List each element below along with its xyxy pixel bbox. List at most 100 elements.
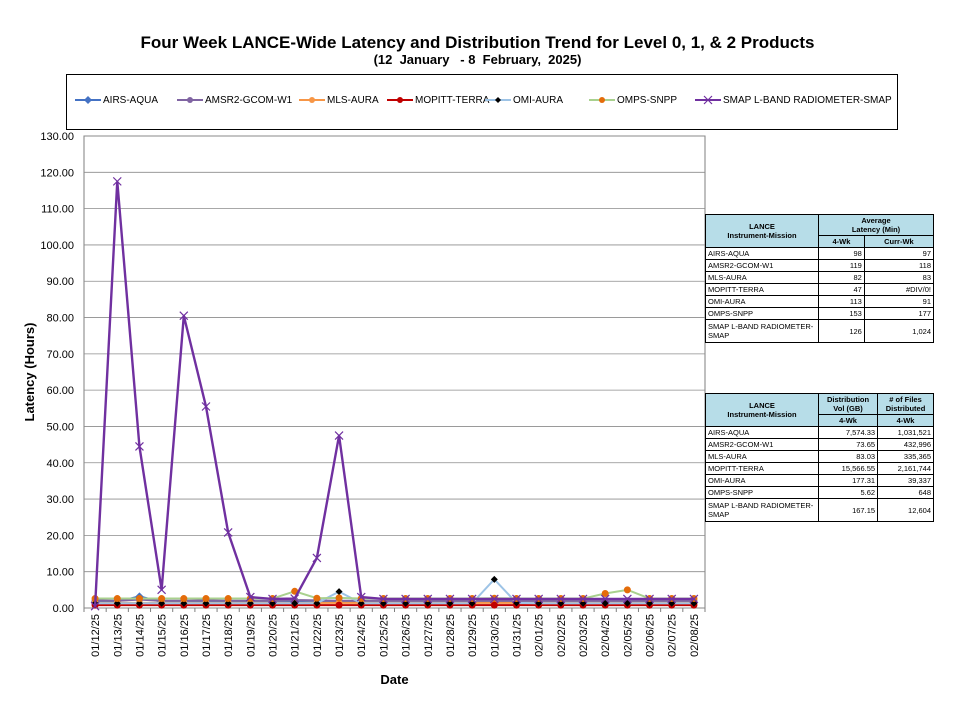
x-tick-label: 02/03/25: [578, 614, 590, 657]
table-cell: 83: [863, 271, 935, 284]
x-axis-title: Date: [380, 672, 408, 687]
x-tick-label: 02/08/25: [689, 614, 701, 657]
table-row: OMPS-SNPP 5.62 648: [705, 486, 934, 499]
series-smap-l-band-radiometer-smap: [90, 176, 699, 611]
point: [335, 601, 343, 609]
legend-swatch: [695, 95, 721, 105]
table-cell: 15,566.55: [817, 462, 879, 475]
table-cell: 648: [877, 486, 934, 499]
legend-item: AMSR2-GCOM-W1: [177, 95, 292, 106]
x-tick-label: 01/23/25: [334, 614, 346, 657]
point: [245, 592, 255, 602]
table-header: 4-Wk: [877, 414, 934, 427]
legend-swatch: [589, 97, 615, 104]
point: [335, 594, 343, 602]
table-cell: 12,604: [877, 498, 934, 522]
table-row: MOPITT-TERRA 15,566.55 2,161,744: [705, 462, 934, 475]
table-cell: 432,996: [877, 438, 934, 451]
point: [689, 594, 699, 604]
point: [290, 594, 300, 603]
instrument-name: OMI-AURA: [705, 474, 819, 487]
x-tick-label: 01/16/25: [179, 614, 191, 657]
x-tick-label: 01/27/25: [423, 614, 435, 657]
table-row: AMSR2-GCOM-W1 119 118: [705, 259, 935, 272]
x-tick-label: 01/22/25: [312, 614, 324, 657]
point: [401, 594, 411, 604]
x-tick-label: 01/26/25: [401, 614, 413, 657]
x-tick-label: 02/06/25: [645, 614, 657, 657]
table-row: MLS-AURA 83.03 335,365: [705, 450, 934, 463]
point: [90, 601, 100, 611]
table-header: # of Files Distributed: [877, 393, 934, 415]
y-tick-label: 10.00: [46, 567, 74, 579]
point: [378, 594, 388, 604]
y-tick-label: 80.00: [46, 313, 74, 325]
legend-item: SMAP L-BAND RADIOMETER-SMAP: [695, 95, 892, 106]
table-row: 4-Wk 4-Wk: [706, 414, 934, 427]
table-cell: 1,024: [863, 319, 935, 343]
series-line: [95, 577, 694, 605]
point: [601, 589, 609, 597]
point: [223, 528, 233, 537]
y-tick-label: 20.00: [46, 530, 74, 542]
x-tick-label: 01/12/25: [90, 614, 102, 657]
point: [467, 594, 477, 604]
legend-item: AIRS-AQUA: [75, 95, 158, 106]
y-tick-label: 0.00: [53, 603, 74, 615]
instrument-name: AIRS-AQUA: [705, 426, 819, 439]
chart-subtitle: (12 January - 8 February, 2025): [373, 52, 582, 67]
point: [180, 595, 188, 603]
x-tick-label: 01/17/25: [201, 614, 213, 657]
table-cell: 118: [863, 259, 935, 272]
y-tick-label: 110.00: [41, 204, 74, 216]
point: [224, 595, 232, 603]
table-header: Distribution Vol (GB): [817, 393, 879, 415]
point: [645, 594, 654, 604]
table-row: MLS-AURA 82 83: [705, 271, 935, 284]
x-tick-label: 01/18/25: [223, 614, 235, 657]
table-cell: #DIV/0!: [863, 283, 935, 296]
chart-title: Four Week LANCE-Wide Latency and Distrib…: [140, 33, 815, 52]
table-cell: 2,161,744: [877, 462, 934, 475]
instrument-name: AIRS-AQUA: [705, 247, 819, 260]
instrument-name: SMAP L-BAND RADIOMETER-SMAP: [705, 319, 819, 343]
legend-swatch: [485, 97, 511, 104]
point: [113, 595, 121, 603]
series-line: [95, 598, 694, 602]
distribution-table: LANCE Instrument-Mission Distribution Vol…: [705, 393, 934, 522]
legend-label: MOPITT-TERRA: [415, 95, 490, 106]
point: [268, 594, 277, 604]
x-tick-label: 01/13/25: [112, 614, 124, 657]
table-cell: 167.15: [817, 498, 879, 522]
x-tick-label: 01/29/25: [467, 614, 479, 657]
x-tick-label: 01/28/25: [445, 614, 457, 657]
x-tick-label: 02/01/25: [534, 614, 546, 657]
y-tick-label: 90.00: [46, 276, 74, 288]
x-tick-label: 02/02/25: [556, 614, 568, 657]
y-tick-label: 130.00: [40, 131, 74, 143]
point: [112, 176, 122, 186]
legend-item: MOPITT-TERRA: [387, 95, 489, 106]
table-row: SMAP L-BAND RADIOMETER-SMAP 167.15 12,604: [705, 498, 934, 522]
legend: AIRS-AQUA AMSR2-GCOM-W1 MLS-AURA MOPITT-TER…: [66, 74, 898, 130]
x-tick-label: 01/19/25: [245, 614, 257, 657]
point: [158, 595, 166, 603]
table-cell: 73.65: [817, 438, 879, 451]
point: [313, 594, 321, 602]
instrument-name: OMI-AURA: [705, 295, 819, 308]
x-tick-label: 01/31/25: [511, 614, 523, 657]
point: [556, 594, 566, 604]
x-tick-label: 01/15/25: [157, 614, 169, 657]
legend-label: AIRS-AQUA: [103, 95, 159, 106]
table-cell: 82: [818, 271, 865, 284]
latency-table: LANCE Instrument-Mission Average Latency …: [705, 214, 935, 343]
table-cell: 98: [818, 247, 865, 260]
point: [313, 599, 321, 607]
x-tick-label: 01/24/25: [356, 614, 368, 657]
table-header: Curr-Wk: [863, 235, 935, 248]
table-header: LANCE Instrument-Mission: [705, 393, 819, 427]
table-cell: 5.62: [817, 486, 879, 499]
legend-label: OMPS-SNPP: [617, 95, 678, 106]
legend-label: AMSR2-GCOM-W1: [205, 95, 293, 106]
point: [512, 594, 521, 604]
